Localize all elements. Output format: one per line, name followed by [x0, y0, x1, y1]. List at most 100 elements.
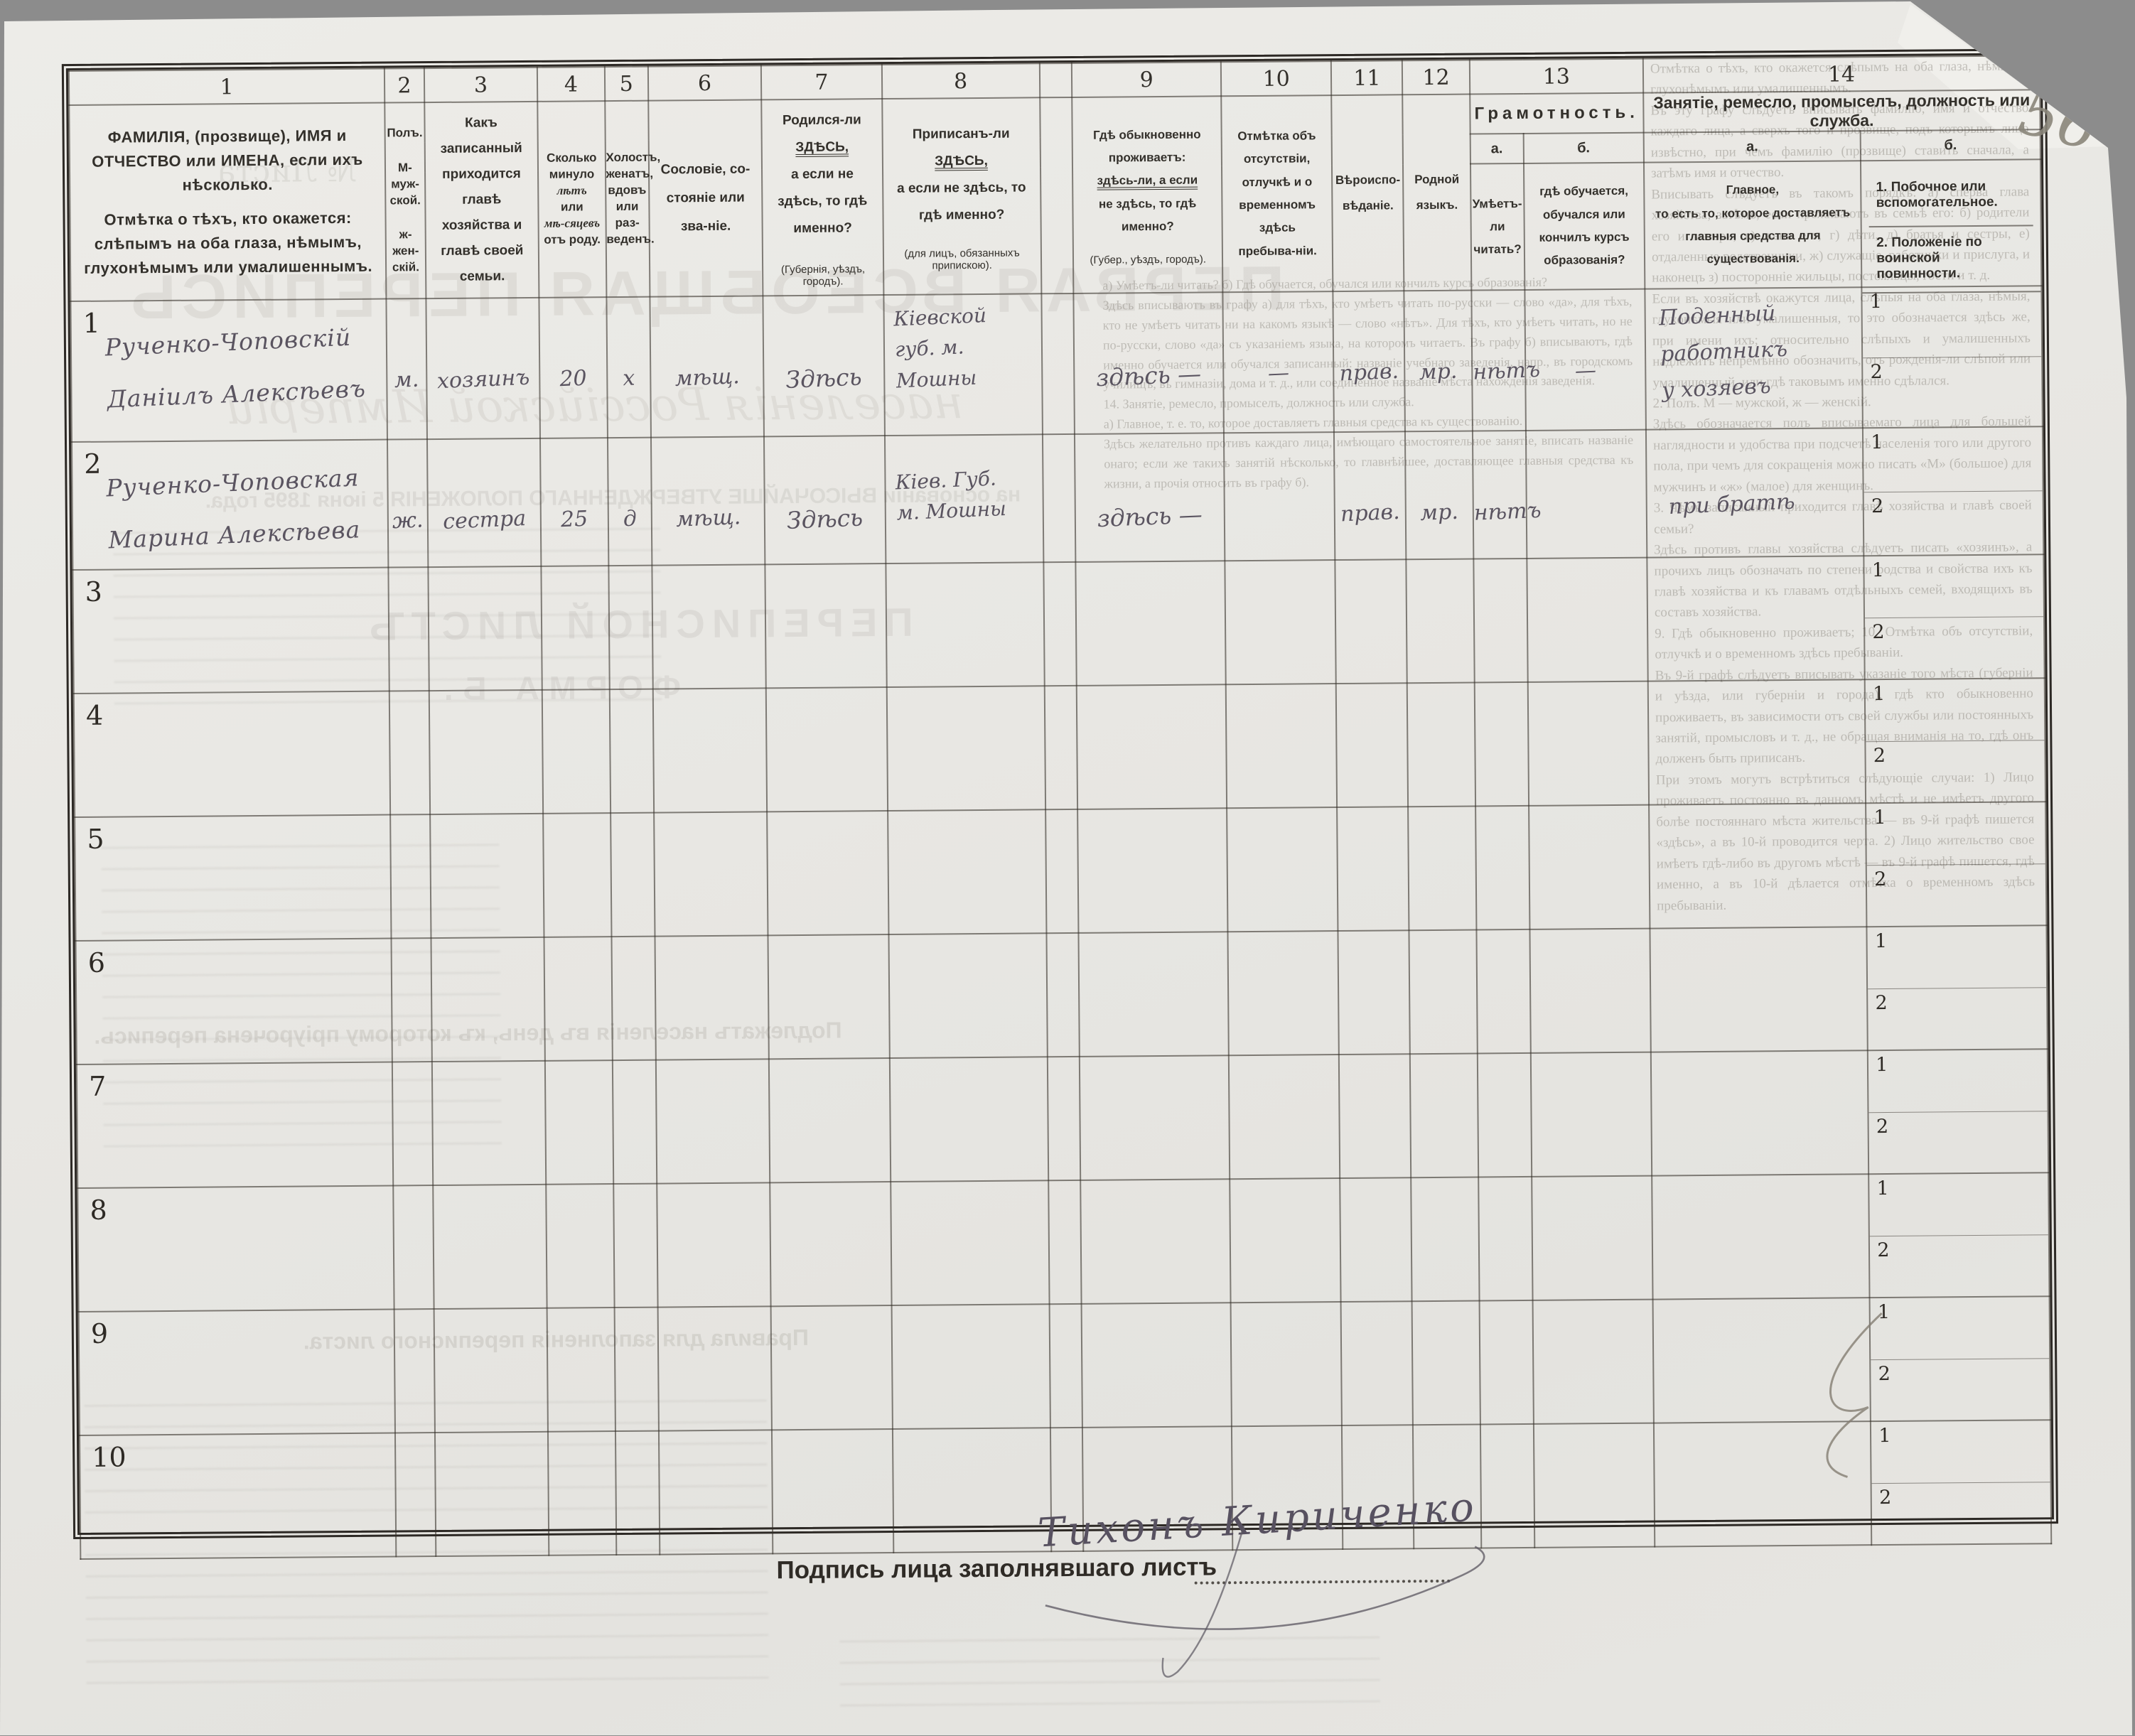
cell [1336, 683, 1409, 808]
cell [431, 937, 546, 1062]
cell [609, 689, 654, 814]
entry-born: Здѣсь [786, 503, 864, 534]
cell [652, 564, 766, 689]
cell-name: 6 [75, 938, 392, 1064]
cell [390, 814, 431, 939]
subcell-number: 2 [1871, 495, 1884, 518]
cell [888, 933, 1048, 1059]
subcell-number: 2 [1875, 991, 1888, 1015]
cell [1077, 684, 1227, 809]
cell [1408, 806, 1477, 931]
cell-registered: Кіевской губ. м. Мошны [883, 293, 1043, 436]
cell-name: 5 [75, 814, 392, 942]
subcell-2: 2 [1865, 617, 2043, 679]
cell [1340, 1301, 1414, 1426]
spacer-cell [1041, 293, 1075, 435]
cell-resides: здѣсь — [1073, 292, 1224, 434]
cell [1529, 928, 1651, 1053]
spacer-cell [1047, 1056, 1081, 1181]
colnum-8: 8 [881, 63, 1040, 99]
cell [1478, 1176, 1533, 1301]
record-row-2: 2 Рученко-Чоповская Марина Алексѣева ж. с… [71, 426, 2044, 571]
header-born-mid: а если не здѣсь, то гдѣ именно? [778, 166, 868, 237]
cell [394, 1309, 435, 1433]
cell-occupation-b: 1 2 [1863, 426, 2044, 556]
header-name-p1: ФАМИЛІЯ, (прозвище), ИМЯ и ОТЧЕСТВО или … [92, 126, 363, 194]
cell [611, 936, 656, 1061]
cell-relation: сестра [426, 438, 542, 568]
cell [891, 1304, 1050, 1429]
entry-faith: прав. [1340, 499, 1401, 527]
cell [652, 688, 768, 813]
colnum-5: 5 [604, 66, 648, 102]
cell [612, 1060, 657, 1185]
header-age-6: отъ роду. [544, 232, 601, 247]
entry-registered: Кіевской губ. м. Мошны [893, 303, 987, 393]
cell [1080, 1179, 1231, 1304]
subcell-number: 1 [1876, 1177, 1889, 1200]
subcell-1: 1 [1869, 1173, 2048, 1237]
cell-sex: м. [386, 298, 427, 440]
cell-faith: прав. [1334, 431, 1407, 561]
cell [1652, 1174, 1870, 1300]
cell-relation: хозяинъ [426, 297, 541, 440]
cell-language: мр. [1405, 431, 1474, 560]
entry-relation: хозяинъ [436, 365, 530, 394]
header-sex-f: ж-жен-скій. [392, 227, 419, 274]
entry-age: 20 [559, 365, 588, 392]
cell [765, 687, 888, 812]
cell [1473, 558, 1528, 683]
cell [1647, 556, 1865, 681]
cell [1228, 1055, 1340, 1180]
cell [1650, 927, 1868, 1052]
cell [429, 813, 544, 939]
header-age-3: лѣтъ [556, 183, 587, 198]
cell [615, 1430, 660, 1556]
header-age-2: минуло [549, 167, 595, 181]
cell [1526, 557, 1648, 682]
cell [392, 1062, 433, 1186]
cell-name: 1 Рученко-Чоповскій Даніилъ Алексѣевъ [70, 298, 388, 443]
spacer-cell [1049, 1303, 1083, 1428]
entry-resides: здѣсь — [1095, 359, 1203, 392]
spacer-cell [1048, 1180, 1082, 1305]
colnum-13: 13 [1469, 58, 1644, 95]
subcell-2: 2 [1868, 988, 2046, 1050]
header-14a-letter: а. [1643, 131, 1861, 163]
colnum-11: 11 [1331, 60, 1403, 96]
subcell-2: 2 [1870, 1235, 2048, 1298]
cell [1647, 679, 1866, 805]
stray-pencil-mark [1826, 1312, 1883, 1478]
cell [431, 1060, 547, 1186]
header-14b-item2: 2. Положеніе по воинской повинности. [1876, 234, 1982, 281]
cell [1409, 929, 1478, 1055]
subcell-1: 1 [1868, 1050, 2048, 1114]
header-reg-mid: а если не здѣсь, то гдѣ именно? [897, 180, 1026, 223]
spacer-cell [1042, 433, 1076, 563]
cell [1532, 1299, 1654, 1424]
subcell-1: 1 [1866, 802, 2045, 866]
cell [890, 1180, 1050, 1306]
header-reg-note: (для лицъ, обязанныхъ припискою). [904, 247, 1020, 272]
cell-occupation: Поденный работникъ у хозяевъ [1645, 287, 1864, 430]
entry-absence: — [1267, 360, 1290, 387]
cell-absence: — [1222, 291, 1335, 433]
header-res-1: Гдѣ обыкновенно проживаетъ: [1092, 127, 1201, 165]
subcell-number: 2 [1870, 361, 1883, 384]
spacer-cell [1046, 932, 1080, 1057]
entry-registered: Кіев. Губ. м. Мошны [894, 466, 1007, 525]
header-born: Родился-ли ЗДѢСЬ, а если не здѣсь, то гд… [761, 99, 883, 296]
cell [1530, 1052, 1652, 1177]
cell-marital: д [607, 437, 652, 566]
colnum-3: 3 [424, 67, 538, 103]
cell [432, 1184, 547, 1310]
row-number: 1 [82, 307, 101, 339]
cell [1338, 930, 1411, 1055]
cell [1335, 559, 1408, 684]
subcell-1: 1 [1867, 926, 2047, 990]
cell [1476, 929, 1531, 1054]
cell [1411, 1300, 1480, 1425]
